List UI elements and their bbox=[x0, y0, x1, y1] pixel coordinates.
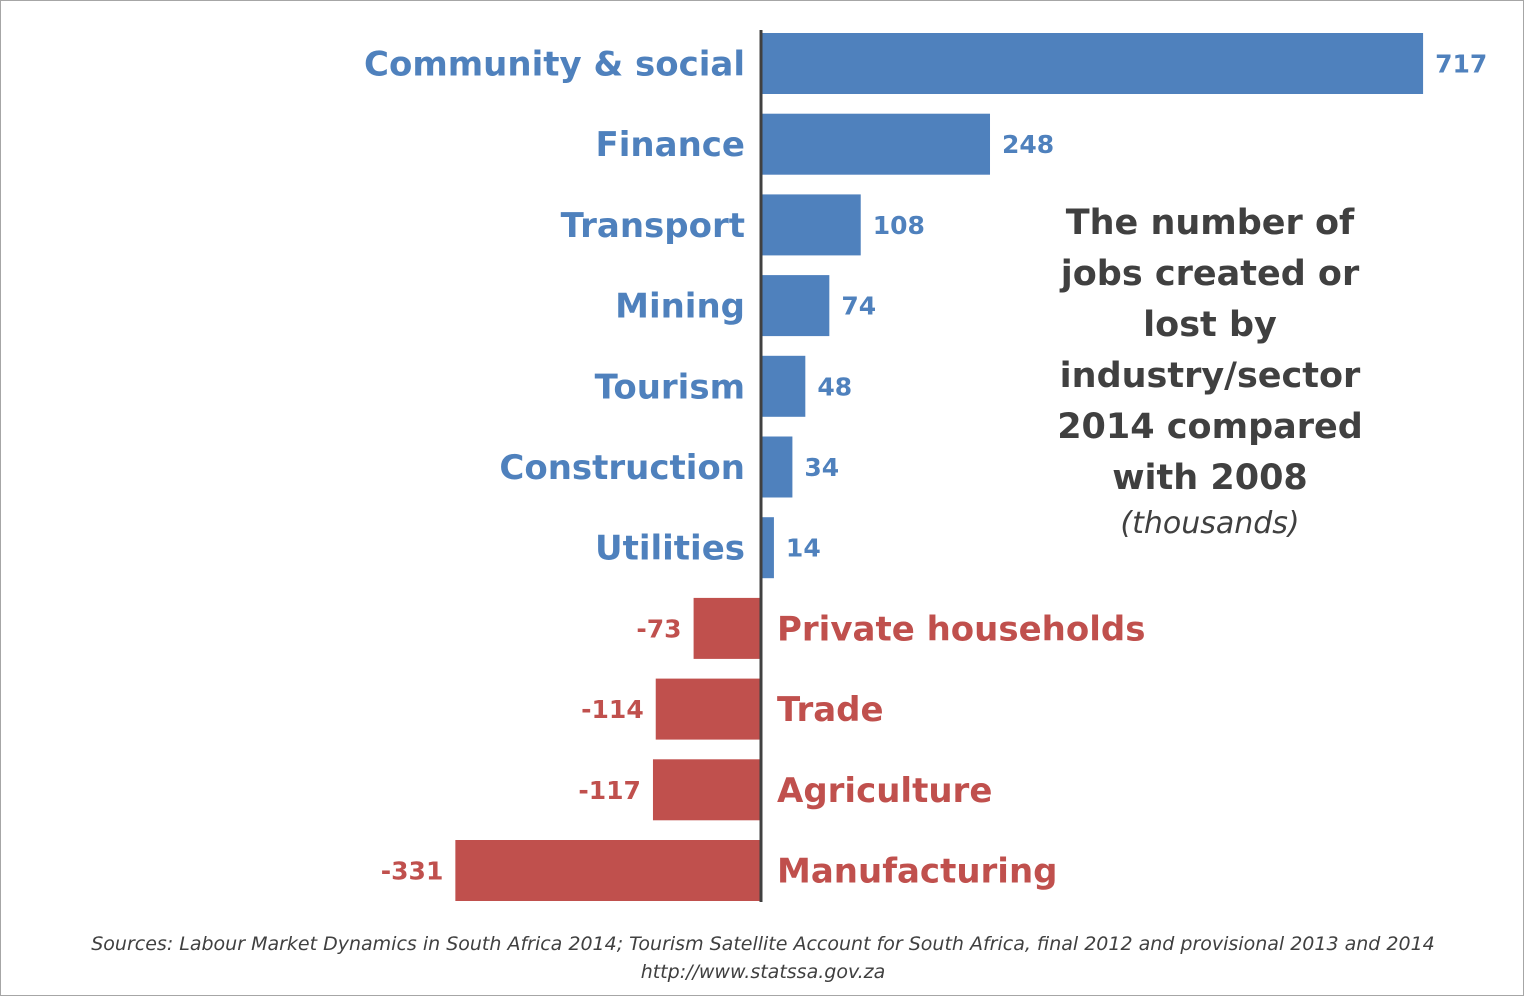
bar-manufacturing bbox=[455, 840, 761, 901]
unit-label: (thousands) bbox=[1120, 506, 1300, 541]
bar-private-households bbox=[693, 597, 761, 659]
bar-finance bbox=[761, 113, 991, 175]
category-label-utilities: Utilities bbox=[595, 529, 745, 569]
bar-utilities bbox=[761, 517, 774, 579]
title-line: The number of bbox=[1065, 203, 1355, 243]
sources-url: http://www.statssa.gov.za bbox=[640, 961, 886, 983]
title-line: lost by bbox=[1143, 305, 1277, 345]
data-label-mining: 74 bbox=[841, 292, 876, 321]
title-line: 2014 compared bbox=[1057, 407, 1363, 447]
bar-tourism bbox=[761, 355, 806, 417]
bar-mining bbox=[761, 275, 830, 337]
title-line: industry/sector bbox=[1059, 356, 1361, 396]
data-label-construction: 34 bbox=[804, 453, 839, 482]
title-line: jobs created or bbox=[1060, 254, 1360, 294]
category-label-tourism: Tourism bbox=[595, 367, 745, 407]
data-label-trade: -114 bbox=[581, 695, 644, 724]
title-line: with 2008 bbox=[1112, 458, 1308, 498]
sources-note: Sources: Labour Market Dynamics in South… bbox=[0, 930, 1526, 986]
chart-title: The number of jobs created or lost by in… bbox=[1040, 198, 1380, 544]
data-label-utilities: 14 bbox=[786, 534, 821, 563]
bar-trade bbox=[655, 678, 761, 740]
category-label-agriculture: Agriculture bbox=[777, 771, 992, 811]
data-label-agriculture: -117 bbox=[578, 776, 641, 805]
bar-agriculture bbox=[652, 759, 761, 821]
bar-construction bbox=[761, 436, 793, 498]
data-label-tourism: 48 bbox=[817, 372, 852, 401]
category-label-finance: Finance bbox=[596, 125, 745, 165]
category-label-mining: Mining bbox=[615, 287, 745, 327]
category-label-construction: Construction bbox=[499, 448, 745, 488]
data-label-manufacturing: -331 bbox=[381, 857, 444, 886]
data-label-community-social: 717 bbox=[1435, 50, 1487, 79]
bar-transport bbox=[761, 194, 861, 256]
category-label-private-households: Private households bbox=[777, 609, 1145, 649]
data-label-private-households: -73 bbox=[636, 614, 681, 643]
sources-text: Sources: Labour Market Dynamics in South… bbox=[91, 933, 1435, 955]
category-label-manufacturing: Manufacturing bbox=[777, 852, 1058, 892]
category-label-transport: Transport bbox=[561, 206, 745, 246]
category-label-community-social: Community & social bbox=[364, 45, 745, 85]
bar-community-social bbox=[761, 33, 1424, 94]
data-label-finance: 248 bbox=[1002, 130, 1054, 159]
data-label-transport: 108 bbox=[873, 211, 925, 240]
category-label-trade: Trade bbox=[777, 690, 884, 730]
